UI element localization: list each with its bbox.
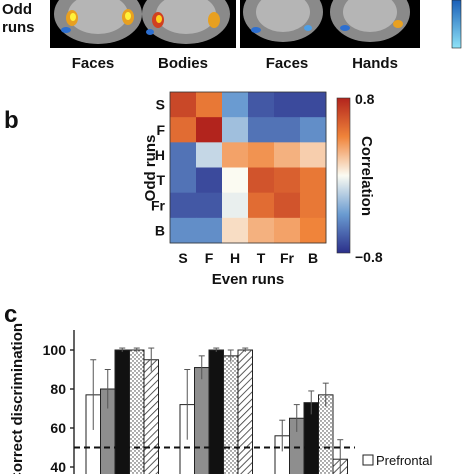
- heatmap-cell: [196, 217, 223, 244]
- heatmap-y-axis-label: Odd runs: [142, 135, 159, 202]
- heatmap-cell: [170, 117, 197, 143]
- brain-slice-hands: [330, 0, 410, 42]
- heatmap-cell: [248, 142, 275, 168]
- heatmap-x-axis-label: Even runs: [212, 271, 285, 288]
- bar: [223, 355, 239, 474]
- panel-c-letter: c: [4, 301, 17, 328]
- heatmap-x-ticks: S F H T Fr B: [178, 250, 318, 266]
- heatmap-cell: [222, 117, 249, 143]
- bar: [237, 349, 253, 474]
- bar-y-tick-label: 80: [50, 381, 66, 397]
- heatmap-cell: [300, 92, 327, 118]
- heatmap-cell: [196, 92, 223, 118]
- heatmap-y-tick-label: T: [156, 172, 165, 188]
- heatmap-y-tick-label: S: [156, 97, 165, 113]
- heatmap-cell: [170, 142, 197, 168]
- caption-faces-1: Faces: [72, 55, 115, 72]
- heatmap-y-tick-label: F: [156, 122, 165, 138]
- heatmap-cell: [300, 192, 327, 219]
- heatmap-cell: [222, 167, 249, 194]
- bar: [114, 349, 130, 474]
- heatmap-cell: [300, 167, 327, 194]
- heatmap-cell: [222, 217, 249, 244]
- heatmap-cell: [248, 92, 275, 118]
- brain-slice-faces-right: [243, 0, 323, 42]
- heatmap-cell: [248, 192, 275, 219]
- bar-y-axis-label: Correct discrimination: [9, 323, 26, 474]
- heatmap-cell: [170, 192, 197, 219]
- caption-hands: Hands: [352, 55, 398, 72]
- heatmap-x-tick-label: B: [308, 250, 318, 266]
- odd-runs-label-2: runs: [2, 19, 35, 36]
- heatmap-y-tick-label: B: [155, 222, 165, 238]
- heatmap-cell: [170, 167, 197, 194]
- heatmap-cell: [300, 142, 327, 168]
- heatmap-cell: [300, 117, 327, 143]
- panel-a-colorbar: [451, 0, 462, 49]
- heatmap-cell: [274, 142, 301, 168]
- caption-bodies: Bodies: [158, 55, 208, 72]
- caption-faces-2: Faces: [266, 55, 309, 72]
- bar: [208, 349, 224, 474]
- heatmap-cell: [248, 167, 275, 194]
- bar-marks: [85, 347, 348, 474]
- heatmap-cell: [274, 192, 301, 219]
- heatmap-cell: [274, 117, 301, 143]
- heatmap-grid: [170, 92, 327, 244]
- brain-slice-faces-left: [54, 0, 142, 44]
- heatmap-cell: [170, 92, 197, 118]
- heatmap-cell: [274, 92, 301, 118]
- heatmap-cell: [170, 217, 197, 244]
- heatmap-x-tick-label: Fr: [280, 250, 295, 266]
- bar-y-ticks: 40 60 80 100: [43, 342, 74, 474]
- bar: [143, 359, 159, 474]
- bar-y-tick-label: 40: [50, 459, 66, 474]
- heatmap-x-tick-label: F: [205, 250, 214, 266]
- brain-slice-bodies: [142, 0, 230, 44]
- heatmap-cell: [222, 142, 249, 168]
- heatmap-y-tick-label: H: [155, 147, 165, 163]
- heatmap-x-tick-label: T: [257, 250, 266, 266]
- heatmap-cell: [274, 167, 301, 194]
- legend-label-prefrontal: Prefrontal: [376, 453, 432, 468]
- bar-y-tick-label: 60: [50, 420, 66, 436]
- heatmap-cell: [196, 192, 223, 219]
- heatmap-x-tick-label: S: [178, 250, 187, 266]
- heatmap-cell: [196, 117, 223, 143]
- colorbar-max-label: 0.8: [355, 91, 375, 107]
- heatmap-frame: [169, 91, 327, 244]
- heatmap-cell: [222, 192, 249, 219]
- bar: [194, 367, 210, 474]
- heatmap-cell: [300, 217, 327, 244]
- legend-swatch-prefrontal: [362, 454, 374, 466]
- colorbar-label: Correlation: [358, 136, 375, 216]
- heatmap-cell: [196, 167, 223, 194]
- panel-a: Odd runs Faces Bodies Faces Hands: [2, 0, 462, 72]
- heatmap-cell: [248, 217, 275, 244]
- heatmap-cell: [196, 142, 223, 168]
- heatmap-y-tick-label: Fr: [151, 197, 166, 213]
- heatmap-cell: [222, 92, 249, 118]
- panel-b-letter: b: [4, 107, 19, 134]
- bar-y-tick-label: 100: [43, 342, 67, 358]
- heatmap-cell: [274, 217, 301, 244]
- panel-c: c Correct discrimination 40 60 80 100 Prefr…: [4, 301, 432, 474]
- heatmap-colorbar: [336, 97, 351, 254]
- colorbar-min-label: −0.8: [355, 249, 383, 265]
- heatmap-cell: [248, 117, 275, 143]
- heatmap-x-tick-label: H: [230, 250, 240, 266]
- bar: [318, 394, 334, 474]
- bar: [129, 349, 145, 474]
- odd-runs-label-1: Odd: [2, 1, 32, 18]
